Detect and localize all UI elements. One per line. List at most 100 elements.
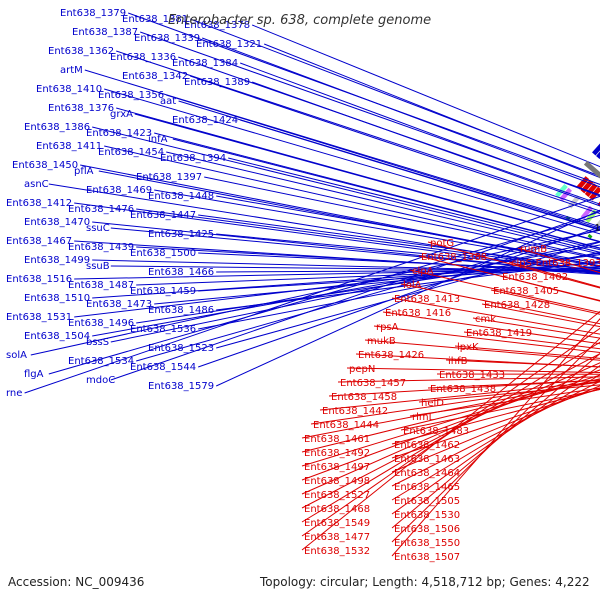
- leader-line: [427, 379, 600, 389]
- leader-line: [198, 226, 600, 368]
- topology-label: Topology: circular; Length: 4,518,712 bp…: [259, 575, 590, 589]
- leader-line: [190, 75, 600, 215]
- forward-gene-label: Ent638_1499: [24, 255, 90, 266]
- forward-gene-label: Ent638_1487: [68, 280, 134, 291]
- reverse-gene-label: Ent638_1532: [304, 546, 370, 557]
- leader-line: [391, 374, 600, 501]
- forward-gene-label: ssuB: [86, 261, 110, 272]
- forward-gene-label: Ent638_1467: [6, 236, 72, 247]
- forward-gene-label: asnC: [24, 179, 49, 190]
- reverse-gene-label: lolA: [403, 280, 422, 291]
- leader-line: [391, 387, 600, 459]
- leader-line: [301, 378, 600, 453]
- forward-gene-label: pflA: [74, 166, 94, 177]
- forward-gene-label: Ent638_1424: [172, 115, 238, 126]
- leader-line: [400, 388, 600, 431]
- reverse-gene-label: Ent638_1527: [304, 490, 370, 501]
- leader-line: [110, 265, 600, 272]
- forward-gene-label: Ent638_1356: [98, 90, 164, 101]
- forward-gene-label: Ent638_1523: [148, 343, 214, 354]
- forward-gene-label: Ent638_1362: [48, 46, 114, 57]
- leader-line: [301, 369, 600, 481]
- reverse-gene-label: ihfB: [448, 356, 468, 367]
- forward-gene-label: flgA: [24, 369, 44, 380]
- leader-line: [198, 251, 600, 330]
- forward-gene-label: Ent638_1454: [98, 147, 164, 158]
- leader-lines: [24, 12, 600, 557]
- forward-gene-label: Ent638_1439: [68, 242, 134, 253]
- reverse-gene-label: Ent638_1405: [493, 286, 559, 297]
- leader-line: [391, 352, 600, 529]
- leader-line: [454, 345, 600, 359]
- forward-gene-label: Ent638_1448: [148, 191, 214, 202]
- forward-gene-label: grxA: [110, 109, 133, 120]
- leader-line: [92, 126, 600, 253]
- leader-line: [391, 364, 600, 515]
- reverse-gene-label: Ent638_1465: [394, 482, 460, 493]
- reverse-gene-label: Ent638_1419: [466, 328, 532, 339]
- leader-line: [391, 337, 600, 543]
- leader-line: [445, 359, 600, 368]
- forward-gene-label: Ent638_1425: [148, 229, 214, 240]
- leader-line: [216, 241, 600, 349]
- leader-line: [472, 317, 600, 339]
- leader-line: [409, 269, 600, 314]
- leader-line: [140, 31, 600, 196]
- reverse-gene-label: Ent638_1426: [358, 350, 424, 361]
- leader-line: [252, 24, 600, 168]
- reverse-gene-label: Ent638_1428: [484, 300, 550, 311]
- reverse-gene-label: pepN: [349, 364, 375, 375]
- reverse-gene-label: potG: [430, 238, 454, 249]
- reverse-gene-label: Ent638_1413: [394, 294, 460, 305]
- leader-line: [427, 241, 600, 289]
- forward-gene-label: Ent638_1500: [130, 248, 196, 259]
- reverse-gene-label: Ent638_1549: [304, 518, 370, 529]
- reverse-gene-label: Ent638_1483: [403, 426, 469, 437]
- reverse-gene-label: Ent638_1506: [394, 524, 460, 535]
- leader-line: [391, 297, 600, 335]
- leader-line: [436, 373, 600, 375]
- kbp-label: 1800 kbp: [595, 224, 600, 234]
- reverse-gene-label: Ent638_1464: [394, 468, 460, 479]
- forward-gene-label: Ent638_1384: [172, 58, 238, 69]
- forward-gene-label: solA: [6, 350, 27, 361]
- forward-gene-label: Ent638_1411: [36, 141, 102, 152]
- forward-gene-label: Ent638_1397: [136, 172, 202, 183]
- leader-line: [264, 43, 600, 179]
- forward-gene-label: rne: [6, 388, 22, 399]
- leader-line: [204, 176, 600, 260]
- reverse-gene-label: Ent638_1498: [304, 476, 370, 487]
- forward-gene-label: Ent638_1459: [130, 286, 196, 297]
- leader-line: [134, 113, 600, 243]
- leader-line: [136, 228, 600, 362]
- forward-gene-label: Ent638_1381: [122, 14, 188, 25]
- forward-gene-label: Ent638_1376: [48, 103, 114, 114]
- leader-line: [116, 50, 600, 212]
- leader-line: [301, 374, 600, 467]
- reverse-gene-label: Ent638_1402: [502, 272, 568, 283]
- reverse-gene-label: Ent638_1507: [394, 552, 460, 563]
- forward-gene-arrow: [596, 151, 600, 160]
- leader-line: [373, 325, 600, 354]
- reverse-gene-label: Ent638_1505: [394, 496, 460, 507]
- forward-gene-label: Ent638_1470: [24, 217, 90, 228]
- reverse-gene-label: Ent638_1550: [394, 538, 460, 549]
- leader-line: [166, 151, 600, 255]
- forward-gene-label: Ent638_1544: [130, 362, 196, 373]
- cog-block: [580, 205, 594, 220]
- forward-gene-label: Ent638_1450: [12, 160, 78, 171]
- leader-line: [110, 227, 600, 274]
- forward-gene-label: Ent638_1321: [196, 39, 262, 50]
- leader-line: [128, 12, 600, 185]
- leader-line: [136, 252, 600, 324]
- leader-line: [240, 62, 600, 197]
- forward-gene-label: ssuC: [86, 223, 110, 234]
- leader-line: [382, 311, 600, 345]
- reverse-gene-label: Ent638_1458: [331, 392, 397, 403]
- forward-gene-label: mdoC: [86, 375, 115, 386]
- reverse-gene-label: clpS-Ent638_1393: [511, 258, 600, 269]
- reverse-gene-label: rpsA: [376, 322, 399, 333]
- gc-tick: [587, 233, 593, 239]
- reverse-gene-label: Ent638_1477: [304, 532, 370, 543]
